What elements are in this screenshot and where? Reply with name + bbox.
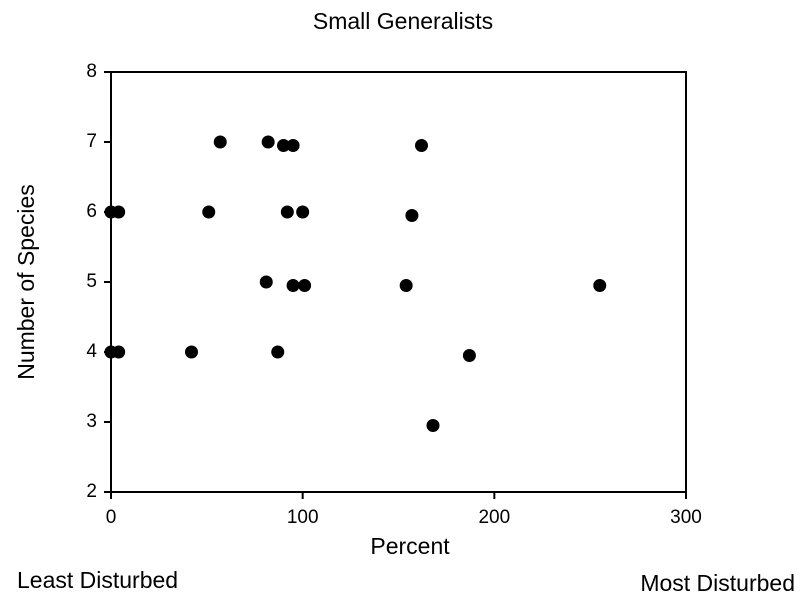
x-tick-label: 200 [478, 507, 510, 528]
y-tick-label: 8 [86, 61, 97, 82]
point [213, 135, 227, 149]
point [185, 345, 198, 359]
annotation: Least Disturbed [17, 567, 178, 593]
point [286, 279, 300, 292]
point [415, 139, 428, 152]
point [462, 349, 476, 362]
y-tick-label: 7 [86, 131, 97, 152]
y-tick-label: 3 [86, 411, 97, 432]
y-axis-label: Number of Species [13, 184, 39, 380]
point [259, 275, 273, 289]
y-tick-label: 2 [86, 481, 97, 502]
x-tick-label: 100 [287, 507, 319, 528]
x-axis-label: Percent [370, 533, 450, 559]
point [261, 135, 275, 149]
point [277, 139, 290, 152]
x-tick-label: 300 [670, 507, 702, 528]
point [112, 345, 126, 359]
y-tick-label: 5 [86, 271, 97, 292]
point [280, 205, 294, 219]
point [112, 205, 126, 219]
point [426, 419, 440, 432]
point [202, 205, 216, 219]
point [298, 279, 312, 292]
point [593, 279, 607, 292]
y-tick-label: 6 [86, 201, 97, 222]
x-tick-label: 0 [106, 507, 117, 528]
point [296, 205, 310, 219]
point [405, 209, 419, 222]
chart-title: Small Generalists [313, 8, 493, 34]
annotation: Most Disturbed [640, 570, 795, 596]
point [271, 345, 285, 359]
y-tick-label: 4 [86, 341, 97, 362]
point [399, 279, 413, 292]
point [286, 139, 300, 152]
